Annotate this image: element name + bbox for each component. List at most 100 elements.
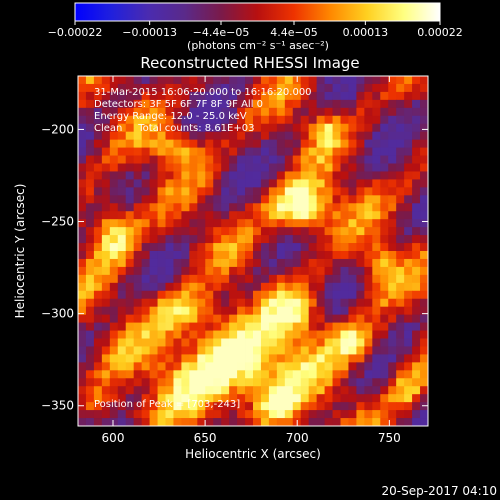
heatmap-cell — [260, 346, 270, 355]
heatmap-cell — [133, 195, 143, 204]
heatmap-cell — [237, 91, 246, 101]
heatmap-cell — [348, 123, 357, 133]
heatmap-cell — [229, 171, 238, 180]
heatmap-cell — [213, 370, 222, 379]
heatmap-cell — [181, 394, 190, 403]
heatmap-cell — [197, 322, 206, 331]
heatmap-cell — [149, 362, 158, 371]
heatmap-cell — [404, 163, 413, 172]
heatmap-cell — [364, 227, 373, 236]
heatmap-cell — [189, 76, 198, 85]
heatmap-cell — [300, 211, 310, 220]
heatmap-cell — [205, 386, 214, 395]
heatmap-cell — [189, 163, 198, 172]
heatmap-cell — [284, 99, 294, 109]
heatmap-cell — [253, 258, 262, 268]
heatmap-cell — [292, 147, 302, 156]
heatmap-cell — [372, 155, 381, 164]
heatmap-cell — [229, 195, 238, 204]
heatmap-cell — [229, 163, 238, 172]
heatmap-cell — [125, 91, 135, 101]
y-tick-label: −200 — [41, 122, 74, 136]
heatmap-cell — [237, 251, 246, 260]
heatmap-cell — [276, 330, 286, 339]
heatmap-cell — [404, 76, 413, 85]
heatmap-cell — [221, 235, 230, 244]
heatmap-cell — [197, 386, 206, 395]
heatmap-cell — [189, 274, 198, 284]
heatmap-cell — [197, 139, 206, 148]
heatmap-cell — [253, 91, 262, 101]
heatmap-cell — [332, 410, 341, 419]
heatmap-cell — [197, 402, 206, 411]
heatmap-cell — [412, 155, 421, 164]
heatmap-cell — [78, 155, 87, 164]
heatmap-cell — [93, 115, 103, 125]
heatmap-cell — [213, 227, 222, 236]
heatmap-cell — [284, 298, 294, 308]
heatmap-cell — [372, 99, 381, 109]
heatmap-cell — [300, 227, 310, 236]
heatmap-cell — [229, 187, 238, 196]
heatmap-cell — [149, 258, 158, 268]
heatmap-cell — [141, 274, 150, 284]
heatmap-cell — [133, 251, 143, 260]
heatmap-cell — [284, 163, 294, 172]
heatmap-cell — [364, 354, 373, 363]
heatmap-cell — [404, 115, 413, 125]
heatmap-cell — [245, 330, 254, 339]
heatmap-cell — [420, 91, 429, 101]
heatmap-cell — [125, 83, 135, 93]
heatmap-cell — [205, 346, 214, 355]
heatmap-cell — [332, 211, 341, 220]
y-tick-label: −300 — [41, 307, 74, 321]
heatmap-cell — [173, 354, 182, 363]
heatmap-cell — [197, 155, 206, 164]
heatmap-cell — [109, 290, 119, 300]
heatmap-cell — [213, 266, 222, 276]
heatmap-cell — [78, 370, 87, 379]
heatmap-cell — [181, 187, 190, 196]
heatmap-cell — [157, 338, 166, 347]
heatmap-cell — [189, 195, 198, 204]
heatmap-cell — [133, 76, 143, 85]
heatmap-cell — [284, 378, 294, 387]
heatmap-cell — [324, 107, 333, 117]
heatmap-cell — [308, 354, 318, 363]
heatmap-cell — [420, 338, 429, 347]
heatmap-cell — [420, 171, 429, 180]
heatmap-cell — [420, 139, 429, 148]
heatmap-cell — [117, 163, 127, 172]
heatmap-cell — [93, 266, 103, 276]
heatmap-cell — [253, 274, 262, 284]
heatmap-cell — [197, 290, 206, 300]
heatmap-cell — [181, 107, 190, 117]
heatmap-cell — [245, 99, 254, 109]
heatmap-cell — [364, 290, 373, 300]
heatmap-cell — [78, 258, 87, 268]
heatmap-cell — [332, 163, 341, 172]
heatmap-cell — [308, 362, 318, 371]
heatmap-cell — [173, 402, 182, 411]
heatmap-cell — [324, 362, 333, 371]
heatmap-cell — [292, 314, 302, 323]
heatmap-cell — [412, 107, 421, 117]
heatmap-cell — [213, 99, 222, 109]
heatmap-cell — [268, 219, 278, 228]
heatmap-cell — [420, 107, 429, 117]
heatmap-cell — [372, 235, 381, 244]
heatmap-cell — [189, 314, 198, 323]
heatmap-cell — [117, 91, 127, 101]
heatmap-cell — [133, 274, 143, 284]
heatmap-cell — [181, 171, 190, 180]
heatmap-cell — [260, 107, 270, 117]
heatmap-cell — [340, 410, 349, 419]
heatmap-cell — [404, 306, 413, 316]
heatmap-cell — [109, 91, 119, 101]
colorbar-unit-label: (photons cm⁻² s⁻¹ asec⁻²) — [187, 39, 329, 52]
heatmap-cell — [292, 123, 302, 133]
heatmap-cell — [237, 195, 246, 204]
heatmap-cell — [332, 139, 341, 148]
heatmap-cell — [292, 187, 302, 196]
heatmap-cell — [316, 251, 325, 260]
